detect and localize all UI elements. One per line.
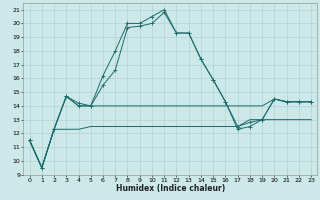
X-axis label: Humidex (Indice chaleur): Humidex (Indice chaleur) — [116, 184, 225, 193]
